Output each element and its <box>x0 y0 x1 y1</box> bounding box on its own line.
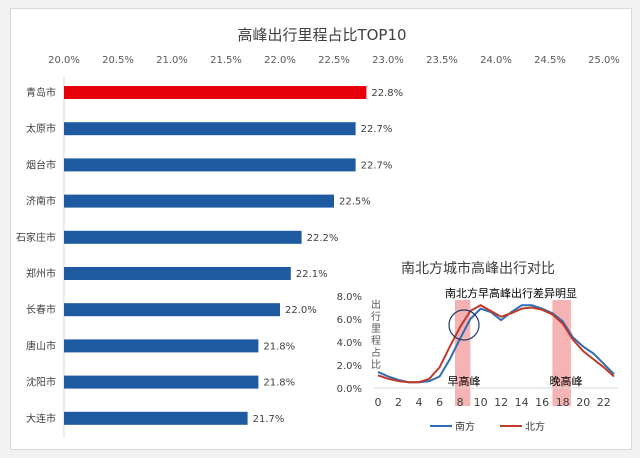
category-label: 太原市 <box>26 122 56 135</box>
bar-石家庄市 <box>64 230 302 244</box>
bar-沈阳市 <box>64 375 259 389</box>
bar-青岛市 <box>64 86 367 99</box>
y-tick-label: 4.0% <box>337 338 362 349</box>
data-label: 22.7% <box>361 160 393 171</box>
x-tick-label: 23.0% <box>372 55 404 66</box>
y-axis-title-char: 占 <box>371 346 381 359</box>
category-label: 沈阳市 <box>26 376 56 389</box>
x-tick-label: 24.5% <box>534 55 566 66</box>
y-tick-label: 6.0% <box>337 315 362 326</box>
y-axis-title-char: 里 <box>371 323 381 335</box>
x-tick-label: 21.0% <box>156 55 188 66</box>
series-line-南方 <box>377 304 615 384</box>
x-tick-label: 23.5% <box>426 55 458 66</box>
evening-peak-label: 晚高峰 <box>550 374 583 388</box>
y-tick-label: 2.0% <box>337 361 362 372</box>
x-tick-label: 14 <box>515 396 529 409</box>
category-label: 青岛市 <box>26 86 56 99</box>
x-tick-label: 18 <box>556 396 570 409</box>
category-label: 石家庄市 <box>16 231 56 244</box>
x-tick-label: 25.0% <box>588 55 620 66</box>
x-tick-label: 22.5% <box>318 55 350 66</box>
line-chart-title: 南北方城市高峰出行对比 <box>401 260 555 277</box>
x-tick-label: 2 <box>395 396 402 409</box>
bar-济南市 <box>64 194 334 208</box>
x-tick-label: 8 <box>457 396 464 409</box>
x-tick-label: 12 <box>494 396 508 409</box>
x-tick-label: 20.0% <box>48 55 80 66</box>
data-label: 21.8% <box>263 341 295 352</box>
category-label: 大连市 <box>26 412 56 425</box>
y-tick-label: 8.0% <box>337 292 362 303</box>
data-label: 21.7% <box>253 414 285 425</box>
y-tick-label: 0.0% <box>337 384 362 395</box>
data-label: 21.8% <box>263 378 295 389</box>
y-axis-title-char: 比 <box>371 359 381 371</box>
y-axis-title: 出行里程占比 <box>371 298 381 371</box>
legend-label: 北方 <box>525 420 545 433</box>
data-label: 22.7% <box>361 124 393 135</box>
data-label: 22.2% <box>307 233 339 244</box>
data-label: 22.8% <box>371 88 403 99</box>
bar-烟台市 <box>64 158 356 172</box>
bar-chart-title: 高峰出行里程占比TOP10 <box>237 26 406 44</box>
x-tick-label: 0 <box>375 396 382 409</box>
y-axis-title-char: 行 <box>371 310 381 323</box>
x-tick-label: 24.0% <box>480 55 512 66</box>
x-tick-label: 16 <box>535 396 549 409</box>
y-axis-title-char: 出 <box>371 298 381 311</box>
category-label: 郑州市 <box>26 267 56 280</box>
bar-唐山市 <box>64 339 259 353</box>
morning-peak-label: 早高峰 <box>448 374 481 388</box>
x-tick-label: 4 <box>416 396 423 409</box>
y-axis-title-char: 程 <box>371 335 381 347</box>
callout-text: 南北方早高峰出行差异明显 <box>445 286 577 300</box>
legend-label: 南方 <box>455 420 475 433</box>
data-label: 22.5% <box>339 197 371 208</box>
bar-长春市 <box>64 303 280 317</box>
category-label: 济南市 <box>26 195 56 208</box>
series-line-北方 <box>377 304 615 384</box>
category-label: 长春市 <box>26 303 56 316</box>
data-label: 22.1% <box>296 269 328 280</box>
bar-大连市 <box>64 411 248 425</box>
bar-太原市 <box>64 122 356 136</box>
x-tick-label: 20 <box>576 396 590 409</box>
x-tick-label: 22 <box>597 396 611 409</box>
x-tick-label: 6 <box>436 396 443 409</box>
x-tick-label: 20.5% <box>102 55 134 66</box>
x-tick-label: 21.5% <box>210 55 242 66</box>
category-label: 烟台市 <box>26 158 56 171</box>
x-tick-label: 10 <box>474 396 488 409</box>
data-label: 22.0% <box>285 305 317 316</box>
callout-circle <box>448 309 480 341</box>
category-label: 唐山市 <box>26 339 56 352</box>
bar-郑州市 <box>64 267 291 280</box>
x-tick-label: 22.0% <box>264 55 296 66</box>
